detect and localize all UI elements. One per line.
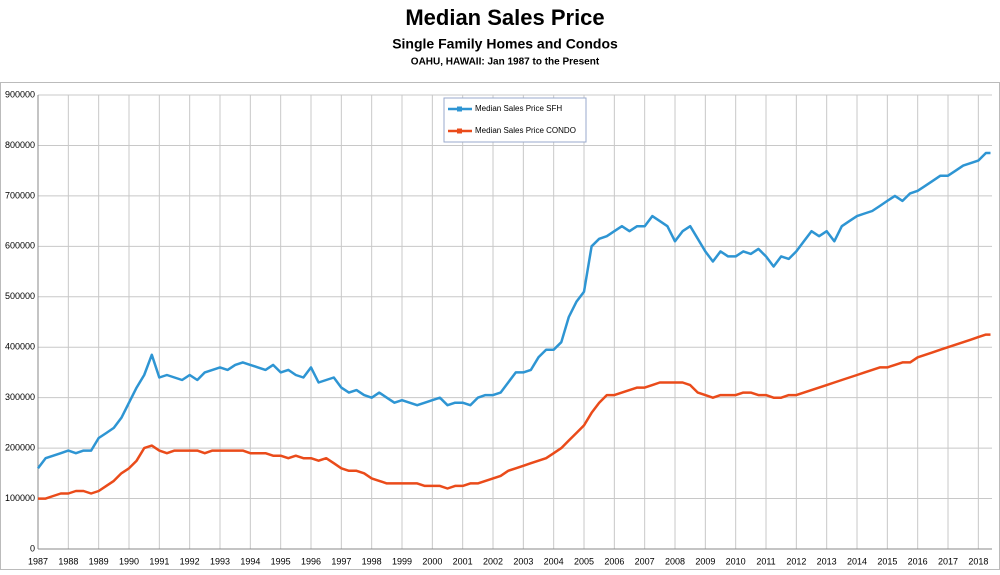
x-tick-label: 1991 [149,556,169,566]
x-tick-label: 1997 [331,556,351,566]
data-line [38,333,991,500]
y-tick-label: 300000 [5,392,35,402]
x-tick-label: 2001 [453,556,473,566]
x-tick-label: 2005 [574,556,594,566]
x-tick-label: 2015 [877,556,897,566]
y-tick-label: 100000 [5,493,35,503]
x-tick-label: 1993 [210,556,230,566]
chart-title: Median Sales Price [405,5,604,30]
x-tick-label: 2004 [544,556,564,566]
x-tick-label: 2016 [908,556,928,566]
legend-marker [457,106,462,112]
x-tick-label: 2009 [695,556,715,566]
chart-subtitle: Single Family Homes and Condos [392,36,618,52]
x-tick-label: 2002 [483,556,503,566]
x-tick-label: 1998 [362,556,382,566]
x-tick-label: 1994 [240,556,260,566]
x-tick-label: 1988 [58,556,78,566]
legend-label: Median Sales Price SFH [475,104,562,113]
x-tick-label: 1996 [301,556,321,566]
x-tick-label: 2010 [726,556,746,566]
x-tick-label: 2000 [422,556,442,566]
y-tick-label: 900000 [5,89,35,99]
x-tick-label: 2018 [968,556,988,566]
x-tick-label: 1995 [271,556,291,566]
x-tick-label: 2007 [635,556,655,566]
y-tick-label: 200000 [5,442,35,452]
x-tick-label: 1999 [392,556,412,566]
x-tick-label: 2003 [513,556,533,566]
legend-box [443,97,587,143]
x-tick-label: 2006 [604,556,624,566]
y-tick-label: 400000 [5,342,35,352]
x-tick-label: 1987 [28,556,48,566]
x-tick-label: 1990 [119,556,139,566]
x-tick-label: 2012 [786,556,806,566]
y-tick-label: 0 [30,543,35,553]
legend-label: Median Sales Price CONDO [475,126,576,135]
legend-marker [457,128,462,134]
x-tick-label: 2008 [665,556,685,566]
x-tick-label: 2013 [817,556,837,566]
chart-border [0,82,1000,570]
y-tick-label: 800000 [5,140,35,150]
x-tick-label: 1992 [180,556,200,566]
x-tick-label: 2017 [938,556,958,566]
y-tick-label: 700000 [5,190,35,200]
chart-caption: OAHU, HAWAII: Jan 1987 to the Present [411,57,600,68]
x-tick-label: 2014 [847,556,867,566]
y-tick-label: 600000 [5,241,35,251]
x-tick-label: 2011 [756,556,775,566]
data-line [37,151,991,470]
x-tick-label: 1989 [89,556,109,566]
y-tick-label: 500000 [5,291,35,301]
